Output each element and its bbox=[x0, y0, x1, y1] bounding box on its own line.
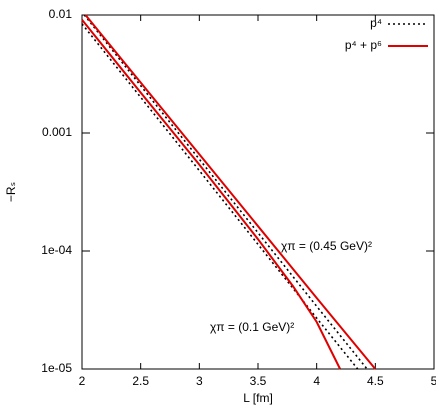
series-line bbox=[84, 14, 377, 370]
y-tick-label: 1e-04 bbox=[41, 243, 72, 257]
x-tick-label: 5 bbox=[431, 374, 436, 388]
x-tick-label: 2 bbox=[79, 374, 86, 388]
x-tick-label: 3.5 bbox=[250, 374, 267, 388]
legend-label: p⁴ bbox=[370, 16, 382, 30]
y-axis-label: −Rₛ bbox=[4, 182, 18, 202]
x-tick-label: 2.5 bbox=[132, 374, 149, 388]
y-tick-label: 1e-05 bbox=[41, 361, 72, 375]
x-tick-label: 3 bbox=[196, 374, 203, 388]
y-tick-label: 0.01 bbox=[49, 7, 73, 21]
x-axis-label: L [fm] bbox=[243, 391, 273, 405]
series-line bbox=[81, 23, 359, 370]
legend-label: p⁴ + p⁶ bbox=[345, 38, 382, 52]
annotation: χπ = (0.1 GeV)² bbox=[210, 320, 294, 334]
y-tick-label: 0.001 bbox=[42, 125, 72, 139]
annotation: χπ = (0.45 GeV)² bbox=[281, 239, 372, 253]
series-line bbox=[83, 14, 368, 370]
series-line bbox=[81, 19, 341, 370]
plot-frame bbox=[81, 14, 435, 370]
x-tick-label: 4 bbox=[313, 374, 320, 388]
x-tick-label: 4.5 bbox=[367, 374, 384, 388]
